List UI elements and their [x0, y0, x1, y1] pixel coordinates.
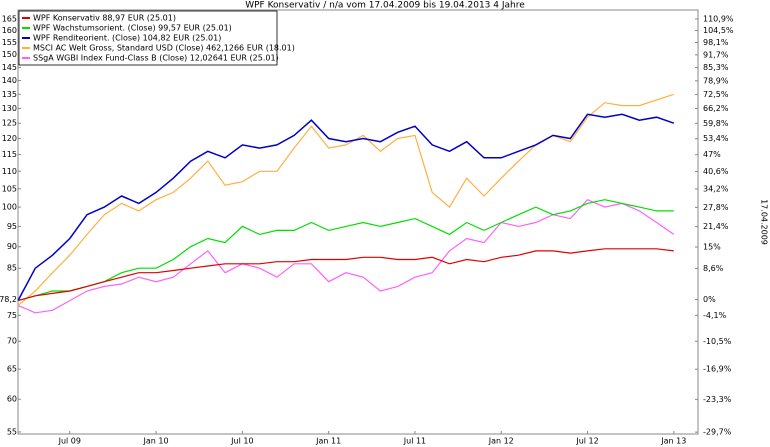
y2-tick-label: 78,9%	[703, 76, 729, 85]
side-label: 17.04.2009	[760, 199, 769, 245]
series-line	[17, 199, 674, 302]
y2-tick-label: 8,6%	[703, 264, 724, 273]
y2-tick-label: 91,7%	[703, 50, 729, 59]
y-tick-label: 60	[7, 395, 17, 404]
y-tick-label: 55	[7, 427, 17, 436]
series-line	[17, 113, 675, 301]
y2-tick-label: 34,2%	[703, 184, 729, 193]
x-tick-label: Jan 11	[315, 437, 341, 446]
y2-tick-label: -29,7%	[703, 428, 732, 437]
y-tick-label: 130	[2, 104, 17, 113]
y2-tick-label: -16,9%	[703, 365, 732, 374]
y-tick-label: 110	[2, 167, 17, 176]
legend-box	[18, 10, 278, 66]
x-tick-label: Jul 11	[403, 437, 426, 446]
y-tick-label: 95	[7, 222, 17, 231]
y-tick-label: 155	[2, 38, 17, 47]
y-tick-label: 90	[7, 242, 17, 251]
y2-tick-label: -10,5%	[703, 337, 732, 346]
series-line	[17, 248, 674, 302]
x-tick-label: Jul 09	[58, 437, 81, 446]
y2-tick-label: 66,2%	[703, 104, 729, 113]
legend-label: WPF Konservativ 88,97 EUR (25.01)	[33, 14, 176, 23]
y2-tick-label: 110,9%	[703, 14, 734, 23]
y2-tick-label: 21,4%	[703, 222, 729, 231]
series-line	[17, 93, 674, 306]
x-tick-label: Jul 10	[230, 437, 253, 446]
y2-tick-label: -23,3%	[703, 395, 732, 404]
y-tick-label: 65	[7, 365, 17, 374]
legend-label: WPF Wachstumsorient. (Close) 99,57 EUR (…	[33, 24, 232, 33]
y2-tick-label: -4,1%	[703, 311, 727, 320]
y2-tick-label: 53,4%	[703, 134, 729, 143]
y-tick-label: 160	[2, 26, 17, 35]
y-tick-label: 115	[2, 150, 17, 159]
y2-tick-label: 0%	[703, 295, 716, 304]
y-tick-label: 85	[7, 264, 17, 273]
series-line	[17, 198, 675, 314]
y-tick-label: 100	[2, 203, 17, 212]
y-tick-label: 70	[7, 337, 17, 346]
y2-tick-label: 47%	[703, 150, 721, 159]
y2-tick-label: 27,8%	[703, 203, 729, 212]
y2-tick-label: 98,1%	[703, 38, 729, 47]
y-tick-label: 120	[2, 134, 17, 143]
y2-tick-label: 72,5%	[703, 90, 729, 99]
y-tick-label: 105	[2, 184, 17, 193]
legend-label: SSgA WGBI Index Fund-Class B (Close) 12,…	[33, 54, 279, 63]
y2-tick-label: 59,8%	[703, 119, 729, 128]
y2-tick-label: 104,5%	[703, 26, 734, 35]
y2-tick-label: 15%	[703, 243, 721, 252]
y2-tick-label: 85,3%	[703, 63, 729, 72]
chart-title: WPF Konservativ / n/a vom 17.04.2009 bis…	[245, 1, 525, 11]
x-tick-label: Jul 12	[575, 437, 598, 446]
y-tick-label: 125	[2, 119, 17, 128]
y-tick-label: 78,2	[0, 295, 17, 304]
y-tick-label: 75	[7, 311, 17, 320]
plot-frame	[17, 9, 699, 435]
x-tick-label: Jan 12	[488, 437, 514, 446]
y-tick-label: 150	[2, 50, 17, 59]
x-tick-label: Jan 10	[143, 437, 169, 446]
y-tick-label: 145	[2, 63, 17, 72]
legend-label: MSCI AC Welt Gross, Standard USD (Close)…	[33, 44, 295, 53]
y2-tick-label: 40,6%	[703, 167, 729, 176]
y-tick-label: 165	[2, 14, 17, 23]
y-tick-label: 135	[2, 90, 17, 99]
x-tick-label: Jan 13	[660, 437, 686, 446]
legend-label: WPF Renditeorient. (Close) 104,82 EUR (2…	[33, 34, 221, 43]
y-tick-label: 140	[2, 76, 17, 85]
